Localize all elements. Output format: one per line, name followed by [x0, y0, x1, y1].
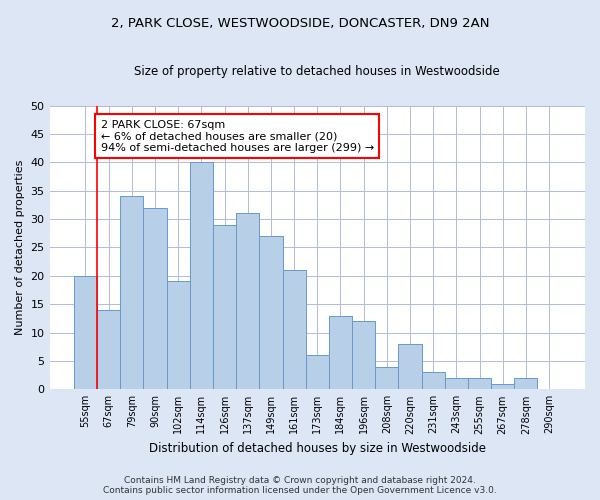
- Bar: [375, 366, 398, 390]
- X-axis label: Distribution of detached houses by size in Westwoodside: Distribution of detached houses by size …: [149, 442, 486, 455]
- Bar: [167, 282, 190, 390]
- Bar: [422, 372, 445, 390]
- Bar: [259, 236, 283, 390]
- Bar: [329, 316, 352, 390]
- Bar: [213, 224, 236, 390]
- Text: 2 PARK CLOSE: 67sqm
← 6% of detached houses are smaller (20)
94% of semi-detache: 2 PARK CLOSE: 67sqm ← 6% of detached hou…: [101, 120, 374, 153]
- Bar: [120, 196, 143, 390]
- Title: Size of property relative to detached houses in Westwoodside: Size of property relative to detached ho…: [134, 65, 500, 78]
- Bar: [445, 378, 468, 390]
- Bar: [190, 162, 213, 390]
- Bar: [305, 356, 329, 390]
- Text: Contains HM Land Registry data © Crown copyright and database right 2024.
Contai: Contains HM Land Registry data © Crown c…: [103, 476, 497, 495]
- Bar: [283, 270, 305, 390]
- Bar: [398, 344, 422, 390]
- Text: 2, PARK CLOSE, WESTWOODSIDE, DONCASTER, DN9 2AN: 2, PARK CLOSE, WESTWOODSIDE, DONCASTER, …: [111, 18, 489, 30]
- Bar: [468, 378, 491, 390]
- Bar: [74, 276, 97, 390]
- Bar: [236, 214, 259, 390]
- Bar: [514, 378, 538, 390]
- Bar: [352, 321, 375, 390]
- Bar: [491, 384, 514, 390]
- Bar: [143, 208, 167, 390]
- Bar: [97, 310, 120, 390]
- Y-axis label: Number of detached properties: Number of detached properties: [15, 160, 25, 335]
